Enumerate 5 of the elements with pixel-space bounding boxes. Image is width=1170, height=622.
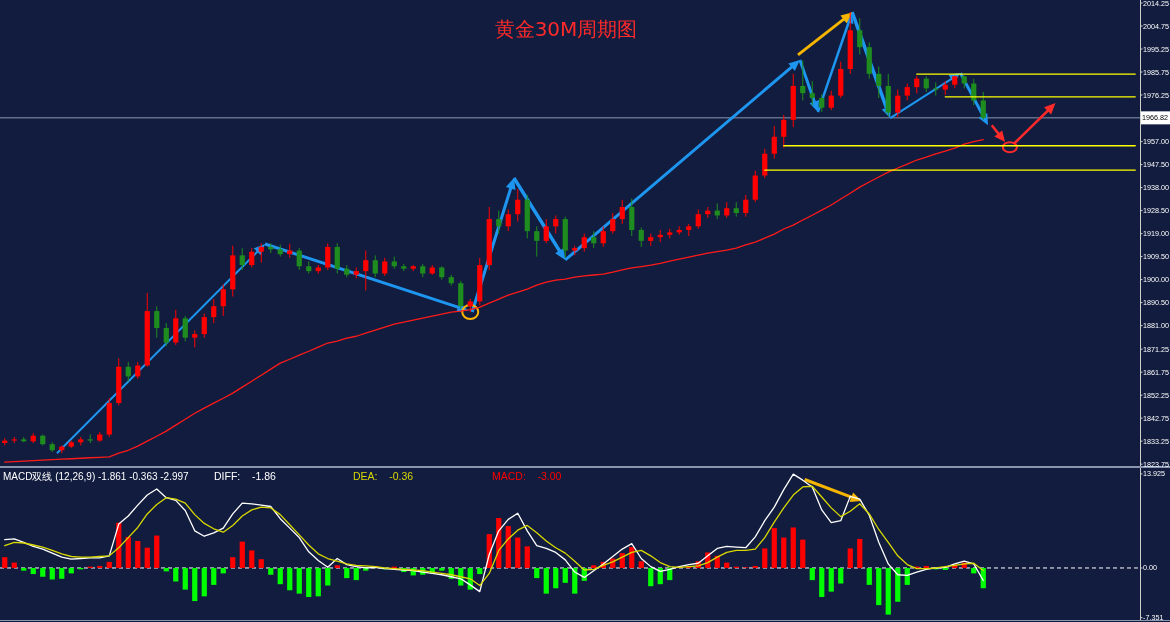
text: DIFF: -1.86 xyxy=(214,470,277,482)
chart-title: MACD双线 (12,26,9) -1.861 -0.363 -2.997 xyxy=(3,471,190,482)
text: MACD: -3.00 xyxy=(492,470,562,482)
text: 黄金30M周期图 xyxy=(494,17,638,41)
text: DEA: -0.36 xyxy=(353,470,414,482)
